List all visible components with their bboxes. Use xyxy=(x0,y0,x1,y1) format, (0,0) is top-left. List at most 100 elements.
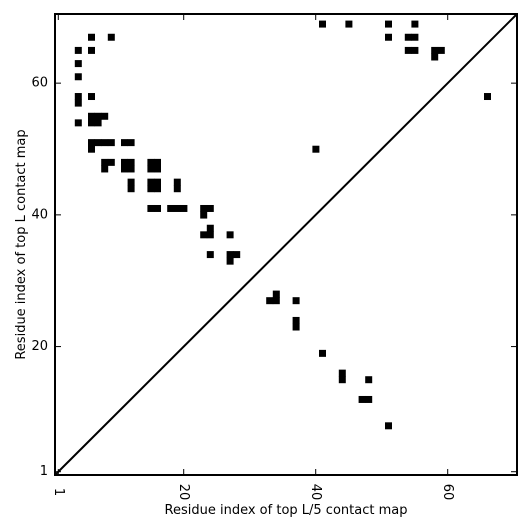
contact-cell-l5 xyxy=(365,376,373,384)
contact-cell-l5 xyxy=(404,33,412,41)
contact-cell-l5 xyxy=(319,349,326,357)
contact-cells xyxy=(74,20,491,430)
contact-cell-l5 xyxy=(74,46,82,54)
contact-cell-l5 xyxy=(266,297,274,305)
contact-cell-l5 xyxy=(173,204,181,212)
contact-cell-l5 xyxy=(154,165,161,173)
contact-cell-l5 xyxy=(88,145,95,153)
contact-cell-l5 xyxy=(101,112,109,120)
contact-cell-l5 xyxy=(312,145,320,153)
y-tick-label: 1 xyxy=(40,464,48,479)
contact-cell-l5 xyxy=(338,376,346,384)
contact-cell-l5 xyxy=(206,224,214,232)
y-axis-ticks: 1 20 40 60 xyxy=(31,76,517,479)
contact-cell-l5 xyxy=(411,33,419,41)
contact-cell-l5 xyxy=(292,316,300,324)
contact-cell-l5 xyxy=(385,20,392,28)
contact-cell-l5 xyxy=(345,20,353,28)
contact-cell-l5 xyxy=(127,178,135,186)
contact-cell-l5 xyxy=(154,185,161,193)
contact-cell-l5 xyxy=(121,165,128,173)
contact-cell-l5 xyxy=(173,178,181,186)
contact-cell-l5 xyxy=(338,369,346,377)
contact-cell-l5 xyxy=(127,139,135,147)
contact-cell-l5 xyxy=(206,251,214,259)
contact-cell-l5 xyxy=(404,46,412,54)
contact-cell-l5 xyxy=(107,139,115,147)
y-axis-label: Residue index of top L contact map xyxy=(14,129,29,359)
contact-cell-l5 xyxy=(88,93,95,101)
contact-cell-l5 xyxy=(147,165,155,173)
y-tick-label: 60 xyxy=(31,76,48,91)
contact-cell-l5 xyxy=(88,119,95,127)
contact-cell-l5 xyxy=(147,204,155,212)
contact-cell-l5 xyxy=(127,185,135,193)
contact-cell-l5 xyxy=(94,139,102,147)
contact-cell-l5 xyxy=(101,165,109,173)
contact-cell-l5 xyxy=(226,231,234,239)
x-axis-label: Residue index of top L/5 contact map xyxy=(165,503,408,518)
contact-cell-l5 xyxy=(180,204,188,212)
contact-cell-l5 xyxy=(121,158,128,166)
contact-cell-l xyxy=(484,93,491,101)
contact-cell-l5 xyxy=(121,139,128,147)
contact-cell-l5 xyxy=(107,33,115,41)
contact-cell-l5 xyxy=(94,112,102,120)
contact-cell-l5 xyxy=(411,46,419,54)
contact-cell-l5 xyxy=(154,204,161,212)
y-tick-label: 20 xyxy=(31,339,48,354)
contact-cell-l5 xyxy=(101,158,109,166)
contact-cell-l5 xyxy=(74,93,82,101)
contact-cell-l5 xyxy=(385,422,392,430)
contact-cell-l5 xyxy=(127,165,135,173)
contact-cell-l5 xyxy=(200,204,208,212)
contact-cell-l5 xyxy=(127,158,135,166)
contact-cell-l5 xyxy=(233,251,241,259)
contact-cell-l5 xyxy=(88,112,95,120)
contact-cell-l5 xyxy=(292,323,300,331)
x-tick-label: 60 xyxy=(440,484,455,501)
contact-cell-l5 xyxy=(358,395,366,403)
contact-cell-l5 xyxy=(107,158,115,166)
x-tick-label: 20 xyxy=(176,484,191,501)
contact-cell-l5 xyxy=(206,231,214,239)
plot-frame xyxy=(54,13,518,476)
contact-cell-l5 xyxy=(154,158,161,166)
contact-cell-l5 xyxy=(200,211,208,219)
x-axis-ticks: 1 20 40 60 xyxy=(51,14,455,500)
contact-cell-l5 xyxy=(292,297,300,305)
contact-cell-l5 xyxy=(88,46,95,54)
contact-cell-l5 xyxy=(411,20,419,28)
y-tick-label: 40 xyxy=(31,207,48,222)
x-tick-label: 1 xyxy=(51,488,66,496)
contact-cell-l5 xyxy=(74,73,82,81)
diagonal-line xyxy=(54,13,518,476)
contact-cell-l5 xyxy=(173,185,181,193)
contact-cell-l5 xyxy=(74,60,82,68)
contact-cell-l5 xyxy=(272,290,280,298)
contact-cell-l5 xyxy=(319,20,326,28)
contact-cell-l5 xyxy=(88,33,95,41)
contact-cell-l5 xyxy=(272,297,280,305)
contact-cell-l5 xyxy=(147,185,155,193)
contact-cell-l5 xyxy=(200,231,208,239)
contact-cell-l5 xyxy=(154,178,161,186)
contact-cell-l5 xyxy=(365,395,373,403)
contact-cell-l5 xyxy=(431,46,439,54)
x-tick-label: 40 xyxy=(308,484,323,501)
contact-cell-l5 xyxy=(94,119,102,127)
contact-cell-l5 xyxy=(147,158,155,166)
contact-cell-l5 xyxy=(226,257,234,265)
contact-cell-l5 xyxy=(385,33,392,41)
contact-cell-l5 xyxy=(147,178,155,186)
contact-cell-l5 xyxy=(167,204,175,212)
contact-cell-l5 xyxy=(431,53,439,61)
contact-cell-l5 xyxy=(101,139,109,147)
contact-cell-l5 xyxy=(437,46,445,54)
contact-cell-l5 xyxy=(88,139,95,147)
contact-cell-l5 xyxy=(74,99,82,107)
contact-cell-l5 xyxy=(206,204,214,212)
contact-cell-l5 xyxy=(74,119,82,127)
contact-cell-l5 xyxy=(226,251,234,259)
